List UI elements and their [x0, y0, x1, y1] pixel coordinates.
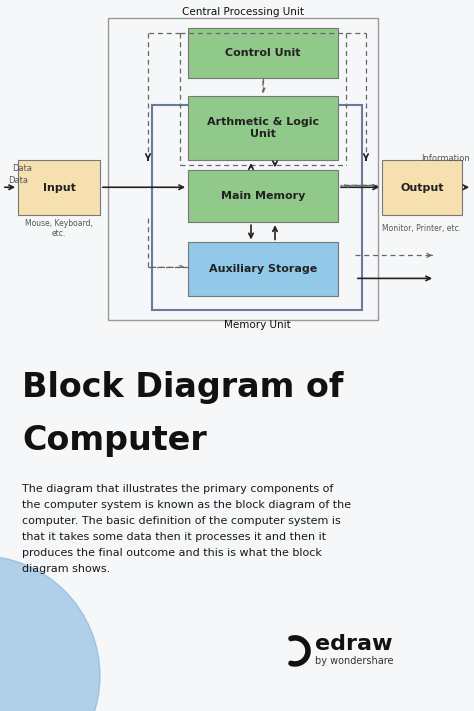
Bar: [188, 28, 338, 78]
Text: Monitor, Printer, etc.: Monitor, Printer, etc.: [383, 224, 462, 232]
Bar: [382, 160, 462, 215]
Text: Block Diagram of: Block Diagram of: [22, 370, 343, 404]
Text: The diagram that illustrates the primary components of
the computer system is kn: The diagram that illustrates the primary…: [22, 483, 351, 574]
Text: by wondershare: by wondershare: [315, 656, 393, 666]
Text: Main Memory: Main Memory: [221, 191, 305, 201]
Bar: [152, 105, 362, 311]
Text: Information: Information: [421, 154, 470, 163]
Bar: [108, 18, 378, 321]
Text: edraw: edraw: [315, 634, 392, 654]
Text: Mouse, Keyboard,
etc.: Mouse, Keyboard, etc.: [25, 218, 93, 238]
Circle shape: [0, 556, 100, 711]
Text: Computer: Computer: [22, 424, 207, 456]
Text: Input: Input: [43, 183, 75, 193]
Text: Data: Data: [12, 164, 32, 173]
Text: Auxiliary Storage: Auxiliary Storage: [209, 264, 317, 274]
Text: Output: Output: [400, 183, 444, 193]
Bar: [188, 242, 338, 296]
Text: Memory Unit: Memory Unit: [224, 321, 291, 331]
Text: Central Processing Unit: Central Processing Unit: [182, 7, 304, 17]
Text: Data: Data: [8, 176, 28, 185]
Bar: [188, 170, 338, 223]
Bar: [18, 160, 100, 215]
Bar: [188, 96, 338, 160]
Text: Control Unit: Control Unit: [225, 48, 301, 58]
Text: Arthmetic & Logic
Unit: Arthmetic & Logic Unit: [207, 117, 319, 139]
